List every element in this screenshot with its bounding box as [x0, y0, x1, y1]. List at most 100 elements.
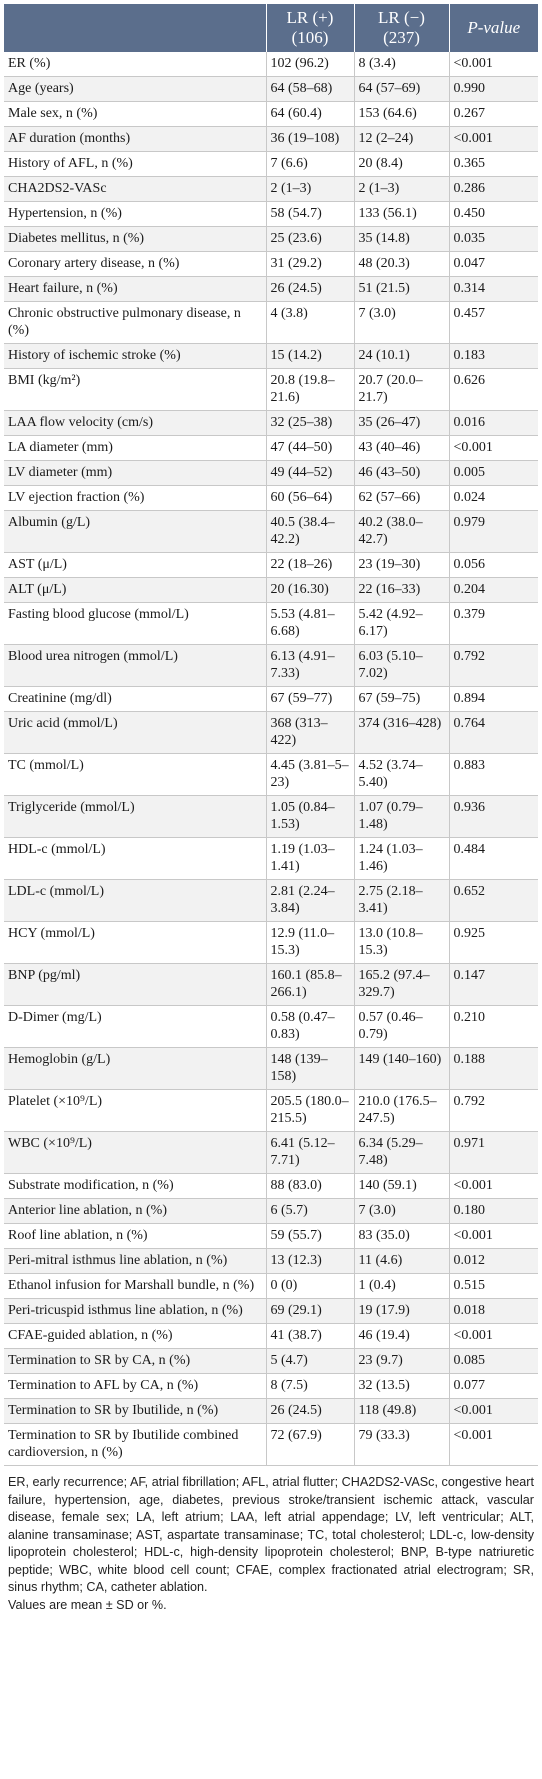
p-value: 0.764 [449, 711, 538, 754]
table-row: LV ejection fraction (%) 60 (56–64) 62 (57… [4, 485, 538, 511]
row-label: Fasting blood glucose (mmol/L) [4, 602, 267, 645]
lr-positive-value: 22 (18–26) [266, 552, 355, 578]
lr-negative-value: 67 (59–75) [354, 686, 450, 712]
table-row: Hypertension, n (%) 58 (54.7) 133 (56.1) 0.… [4, 201, 538, 227]
row-label: LDL-c (mmol/L) [4, 879, 267, 922]
table-row: AF duration (months) 36 (19–108) 12 (2–24)… [4, 126, 538, 152]
lr-negative-value: 62 (57–66) [354, 485, 450, 511]
lr-negative-value: 83 (35.0) [354, 1223, 450, 1249]
lr-positive-value: 72 (67.9) [266, 1423, 355, 1466]
p-value: 0.035 [449, 226, 538, 252]
row-label: CFAE-guided ablation, n (%) [4, 1323, 267, 1349]
row-label: History of AFL, n (%) [4, 151, 267, 177]
table-container: LR (+) (106) LR (−) (237) P-value ER (%)… [4, 4, 538, 1614]
lr-positive-value: 5.53 (4.81–6.68) [266, 602, 355, 645]
p-value: 0.626 [449, 368, 538, 411]
lr-negative-value: 46 (43–50) [354, 460, 450, 486]
table-row: Heart failure, n (%) 26 (24.5) 51 (21.5) 0.… [4, 276, 538, 302]
row-label: Male sex, n (%) [4, 101, 267, 127]
p-value: 0.005 [449, 460, 538, 486]
lr-negative-value: 40.2 (38.0–42.7) [354, 510, 450, 553]
lr-positive-value: 205.5 (180.0–215.5) [266, 1089, 355, 1132]
lr-positive-value: 15 (14.2) [266, 343, 355, 369]
row-label: AST (μ/L) [4, 552, 267, 578]
row-label: Termination to SR by Ibutilide, n (%) [4, 1398, 267, 1424]
lr-positive-value: 1.05 (0.84–1.53) [266, 795, 355, 838]
table-row: LDL-c (mmol/L) 2.81 (2.24–3.84) 2.75 (2.18… [4, 879, 538, 922]
lr-negative-value: 20 (8.4) [354, 151, 450, 177]
table-row: AST (μ/L) 22 (18–26) 23 (19–30) 0.056 [4, 552, 538, 578]
p-value: <0.001 [449, 435, 538, 461]
lr-positive-value: 6.13 (4.91–7.33) [266, 644, 355, 687]
lr-negative-value: 22 (16–33) [354, 577, 450, 603]
p-value: <0.001 [449, 52, 538, 77]
table-row: ER (%) 102 (96.2) 8 (3.4) <0.001 [4, 52, 538, 77]
lr-positive-value: 160.1 (85.8–266.1) [266, 963, 355, 1006]
lr-positive-value: 64 (58–68) [266, 76, 355, 102]
row-label: HDL-c (mmol/L) [4, 837, 267, 880]
table-row: LA diameter (mm) 47 (44–50) 43 (40–46) <0.0… [4, 435, 538, 461]
row-label: BNP (pg/ml) [4, 963, 267, 1006]
row-label: Creatinine (mg/dl) [4, 686, 267, 712]
lr-negative-value: 11 (4.6) [354, 1248, 450, 1274]
table-row: Substrate modification, n (%) 88 (83.0) 14… [4, 1173, 538, 1199]
p-value: 0.936 [449, 795, 538, 838]
table-row: Coronary artery disease, n (%) 31 (29.2) 4… [4, 251, 538, 277]
p-value: 0.925 [449, 921, 538, 964]
p-value: 0.147 [449, 963, 538, 1006]
lr-negative-value: 374 (316–428) [354, 711, 450, 754]
row-label: Triglyceride (mmol/L) [4, 795, 267, 838]
row-label: Ethanol infusion for Marshall bundle, n … [4, 1273, 267, 1299]
table-row: Albumin (g/L) 40.5 (38.4–42.2) 40.2 (38.0–… [4, 510, 538, 553]
lr-negative-value: 2 (1–3) [354, 176, 450, 202]
lr-negative-value: 35 (14.8) [354, 226, 450, 252]
row-label: Roof line ablation, n (%) [4, 1223, 267, 1249]
lr-negative-value: 6.03 (5.10–7.02) [354, 644, 450, 687]
lr-positive-value: 12.9 (11.0–15.3) [266, 921, 355, 964]
row-label: Hemoglobin (g/L) [4, 1047, 267, 1090]
lr-positive-value: 36 (19–108) [266, 126, 355, 152]
row-label: BMI (kg/m²) [4, 368, 267, 411]
p-value: 0.314 [449, 276, 538, 302]
row-label: Substrate modification, n (%) [4, 1173, 267, 1199]
table-row: Peri-tricuspid isthmus line ablation, n … [4, 1298, 538, 1324]
lr-negative-value: 79 (33.3) [354, 1423, 450, 1466]
values-note: Values are mean ± SD or %. [8, 1597, 167, 1612]
lr-negative-value: 7 (3.0) [354, 301, 450, 344]
p-value: <0.001 [449, 126, 538, 152]
lr-positive-value: 26 (24.5) [266, 276, 355, 302]
lr-negative-value: 0.57 (0.46–0.79) [354, 1005, 450, 1048]
header-label [4, 4, 267, 52]
row-label: LAA flow velocity (cm/s) [4, 410, 267, 436]
row-label: LV diameter (mm) [4, 460, 267, 486]
table-row: Platelet (×10⁹/L) 205.5 (180.0–215.5) 210.… [4, 1089, 538, 1132]
p-value: 0.652 [449, 879, 538, 922]
lr-negative-value: 8 (3.4) [354, 52, 450, 77]
row-label: History of ischemic stroke (%) [4, 343, 267, 369]
row-label: LV ejection fraction (%) [4, 485, 267, 511]
lr-positive-value: 20.8 (19.8–21.6) [266, 368, 355, 411]
p-value: 0.379 [449, 602, 538, 645]
header-lr-positive: LR (+) (106) [266, 4, 355, 52]
row-label: D-Dimer (mg/L) [4, 1005, 267, 1048]
lr-negative-value: 2.75 (2.18–3.41) [354, 879, 450, 922]
row-label: Peri-tricuspid isthmus line ablation, n … [4, 1298, 267, 1324]
row-label: Hypertension, n (%) [4, 201, 267, 227]
lr-negative-value: 133 (56.1) [354, 201, 450, 227]
row-label: Heart failure, n (%) [4, 276, 267, 302]
lr-negative-value: 24 (10.1) [354, 343, 450, 369]
lr-positive-value: 5 (4.7) [266, 1348, 355, 1374]
lr-positive-value: 67 (59–77) [266, 686, 355, 712]
lr-negative-value: 5.42 (4.92–6.17) [354, 602, 450, 645]
p-value: 0.024 [449, 485, 538, 511]
row-label: Peri-mitral isthmus line ablation, n (%) [4, 1248, 267, 1274]
table-row: HDL-c (mmol/L) 1.19 (1.03–1.41) 1.24 (1.03… [4, 837, 538, 880]
p-value: 0.047 [449, 251, 538, 277]
lr-negative-value: 1 (0.4) [354, 1273, 450, 1299]
p-value: <0.001 [449, 1423, 538, 1466]
table-body: ER (%) 102 (96.2) 8 (3.4) <0.001 Age (years)… [4, 52, 538, 1466]
table-row: Roof line ablation, n (%) 59 (55.7) 83 (35… [4, 1223, 538, 1249]
header-lr-negative: LR (−) (237) [354, 4, 450, 52]
table-row: Male sex, n (%) 64 (60.4) 153 (64.6) 0.267 [4, 101, 538, 127]
row-label: Albumin (g/L) [4, 510, 267, 553]
